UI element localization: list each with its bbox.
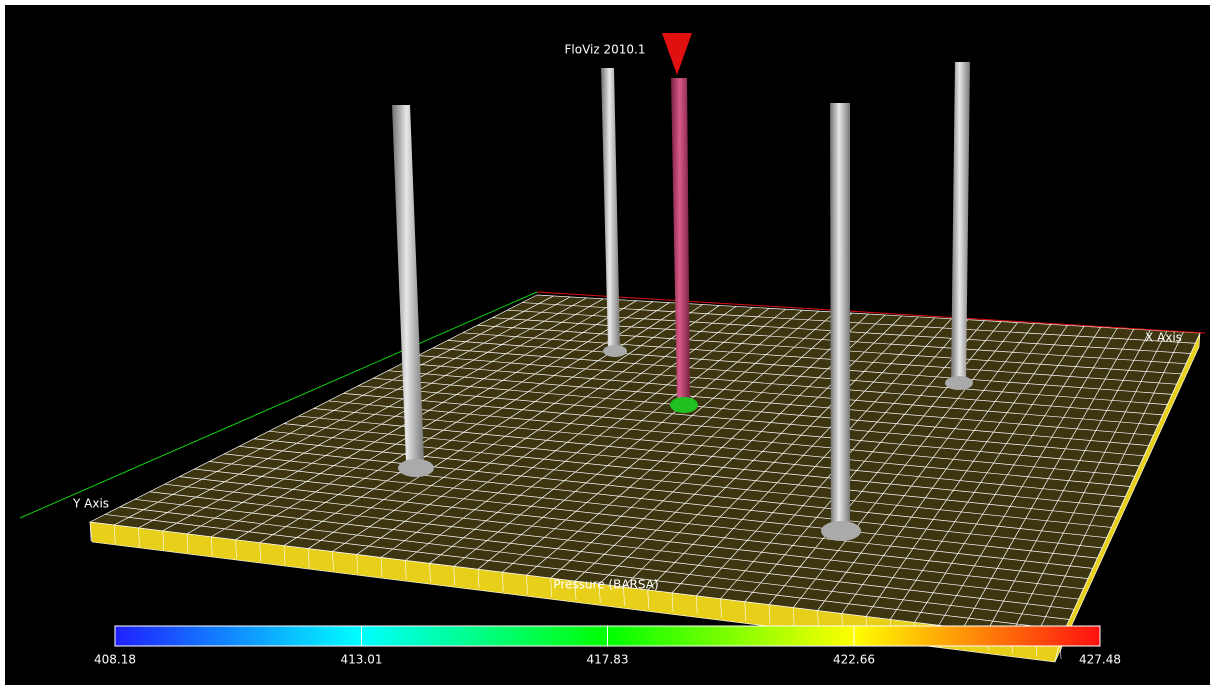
color-bar-tick-label: 427.48 (1079, 653, 1121, 667)
well-base (603, 345, 627, 357)
well-base (398, 459, 434, 477)
well-base (945, 376, 973, 390)
well-base (821, 521, 861, 541)
color-bar-tick-label: 408.18 (94, 653, 136, 667)
app-title: FloViz 2010.1 (565, 43, 646, 57)
y-axis-label: Y Axis (72, 497, 109, 511)
well-perforation (670, 397, 698, 413)
color-bar-tick-label: 413.01 (341, 653, 383, 667)
color-bar-tick-label: 422.66 (833, 653, 875, 667)
color-bar-tick-label: 417.83 (587, 653, 629, 667)
well (830, 103, 850, 530)
legend-title: Pressure (BARSA) (553, 578, 658, 592)
x-axis-label: X Axis (1145, 331, 1182, 345)
viewer: X Axis Y Axis FloViz 2010.1 Pressure (BA… (0, 0, 1215, 690)
